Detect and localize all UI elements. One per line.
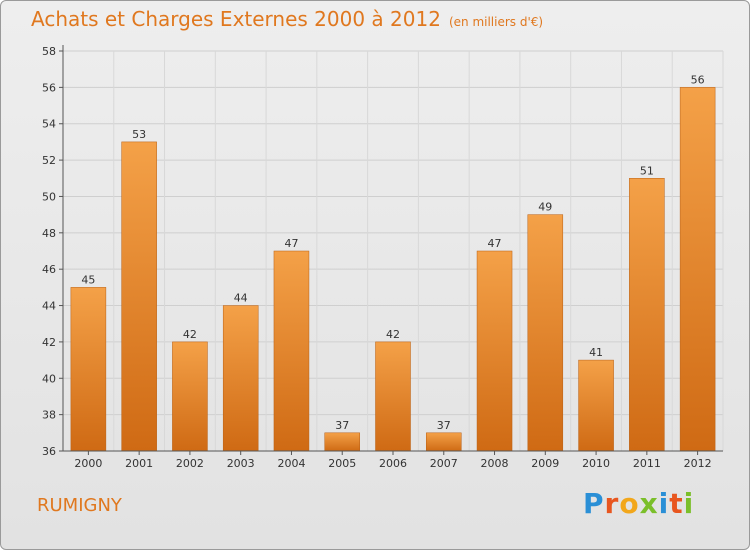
data-label: 45 <box>81 273 95 286</box>
chart-subtitle: (en milliers d'€) <box>448 15 544 29</box>
bar-2012 <box>679 87 716 452</box>
data-label: 41 <box>589 346 603 359</box>
data-label: 37 <box>335 419 349 432</box>
x-tick-label: 2008 <box>481 457 509 470</box>
x-tick-label: 2004 <box>277 457 305 470</box>
bar-2010 <box>578 359 614 452</box>
bar-2008 <box>476 250 513 452</box>
bar-2005 <box>324 432 360 452</box>
y-tick-label: 54 <box>42 118 56 131</box>
logo-letter: x <box>639 487 659 520</box>
axes <box>59 45 723 455</box>
bar-2009 <box>527 214 564 452</box>
x-tick-label: 2003 <box>227 457 255 470</box>
title-block: Achats et Charges Externes 2000 à 2012 (e… <box>31 7 543 31</box>
y-tick-label: 50 <box>42 190 56 203</box>
logo-letter: i <box>683 487 695 520</box>
data-label: 53 <box>132 128 146 141</box>
data-label: 44 <box>234 292 248 305</box>
logo-letter: o <box>619 487 640 520</box>
x-tick-label: 2011 <box>633 457 661 470</box>
y-tick-label: 58 <box>42 45 56 58</box>
data-label: 37 <box>437 419 451 432</box>
data-label: 47 <box>488 237 502 250</box>
proxiti-logo: Proxiti <box>583 487 694 520</box>
x-tick-label: 2002 <box>176 457 204 470</box>
bar-2006 <box>375 341 411 452</box>
logo-letter: i <box>658 487 670 520</box>
logo-letter: r <box>604 487 620 520</box>
logo-letter: t <box>669 487 684 520</box>
bar-2000 <box>70 287 107 452</box>
y-tick-label: 42 <box>42 336 56 349</box>
x-tick-label: 2000 <box>74 457 102 470</box>
data-label: 56 <box>691 73 705 86</box>
data-label: 51 <box>640 164 654 177</box>
y-tick-label: 40 <box>42 372 56 385</box>
bars <box>70 87 716 452</box>
y-tick-label: 44 <box>42 300 56 313</box>
logo-letter: P <box>583 487 605 520</box>
labels: 36 38 40 42 44 46 48 50 52 54 56 58 45 2000 53 2001 42 20… <box>42 45 712 470</box>
data-label: 42 <box>183 328 197 341</box>
bar-2002 <box>172 341 208 452</box>
bar-2007 <box>426 432 462 452</box>
y-tick-label: 48 <box>42 227 56 240</box>
data-label: 42 <box>386 328 400 341</box>
y-tick-label: 52 <box>42 154 56 167</box>
bar-2011 <box>629 178 665 452</box>
x-tick-label: 2012 <box>684 457 712 470</box>
x-tick-label: 2010 <box>582 457 610 470</box>
y-tick-label: 56 <box>42 81 56 94</box>
x-tick-label: 2009 <box>531 457 559 470</box>
y-tick-label: 36 <box>42 445 56 458</box>
x-tick-label: 2006 <box>379 457 407 470</box>
x-tick-label: 2007 <box>430 457 458 470</box>
data-label: 47 <box>284 237 298 250</box>
bar-2001 <box>121 141 157 452</box>
x-tick-label: 2005 <box>328 457 356 470</box>
bar-2004 <box>273 250 310 452</box>
data-label: 49 <box>538 201 552 214</box>
commune-name: RUMIGNY <box>37 495 122 516</box>
x-tick-label: 2001 <box>125 457 153 470</box>
y-tick-label: 46 <box>42 263 56 276</box>
chart-title: Achats et Charges Externes 2000 à 2012 <box>31 7 441 31</box>
bar-2003 <box>222 305 259 452</box>
y-tick-label: 38 <box>42 409 56 422</box>
